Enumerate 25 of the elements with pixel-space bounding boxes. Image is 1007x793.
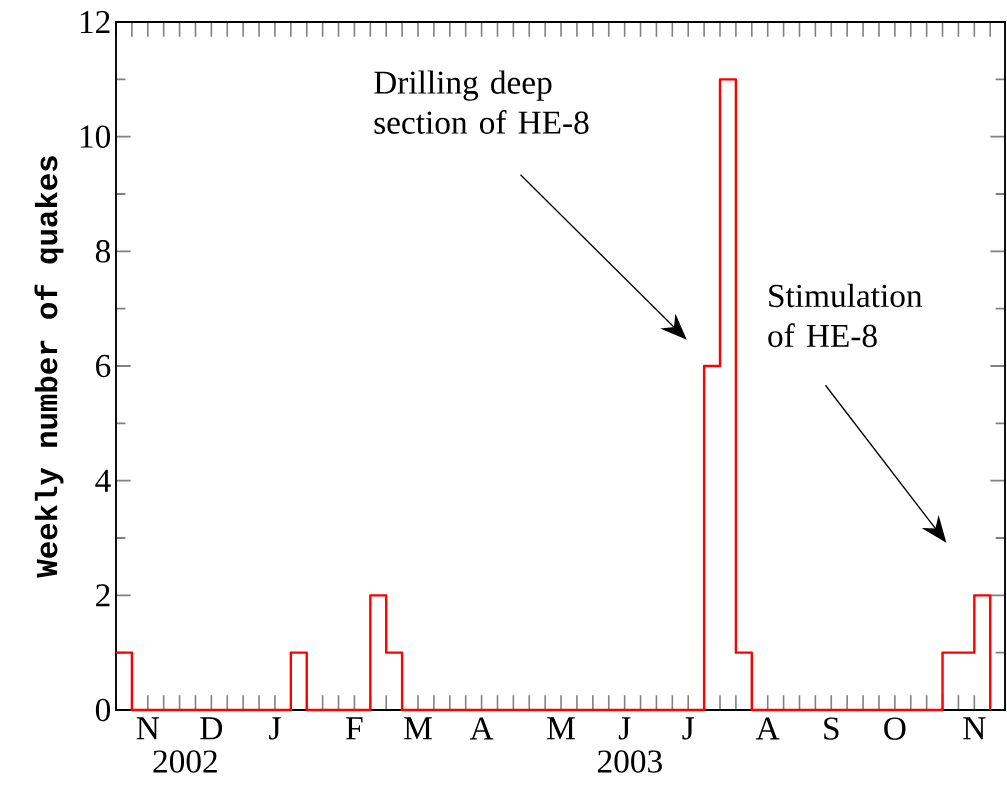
x-tick-label: N	[963, 717, 986, 740]
x-tick-label: J	[269, 717, 281, 740]
x-tick-label: D	[200, 717, 223, 740]
y-tick-label: 6	[96, 354, 111, 378]
x-tick-label: J	[618, 717, 631, 740]
annotation: Stimulation of HE-8	[768, 283, 923, 348]
y-tick-label: 10	[80, 125, 111, 148]
y-axis-title: Weekly number of quakes	[34, 156, 64, 578]
x-tick-label: M	[547, 717, 575, 740]
text: 2002	[153, 750, 217, 773]
y-tick-label: 8	[95, 240, 111, 263]
x-tick-label: S	[824, 717, 839, 740]
x-tick-label: M	[404, 717, 432, 740]
x-tick-label: O	[884, 717, 906, 740]
x-tick-label: J	[682, 717, 695, 740]
x-tick-label: F	[346, 717, 363, 740]
y-tick-label: 2	[96, 584, 110, 607]
text: 2003	[597, 750, 662, 773]
y-tick-label: 12	[80, 10, 110, 34]
x-tick-label: N	[136, 717, 160, 740]
y-tick-label: 4	[95, 469, 111, 492]
annotation: Drilling deep section of HE-8	[374, 70, 589, 134]
x-tick-label: A	[755, 717, 780, 740]
y-tick-label: 0	[95, 698, 111, 722]
x-tick-label: A	[469, 717, 494, 740]
